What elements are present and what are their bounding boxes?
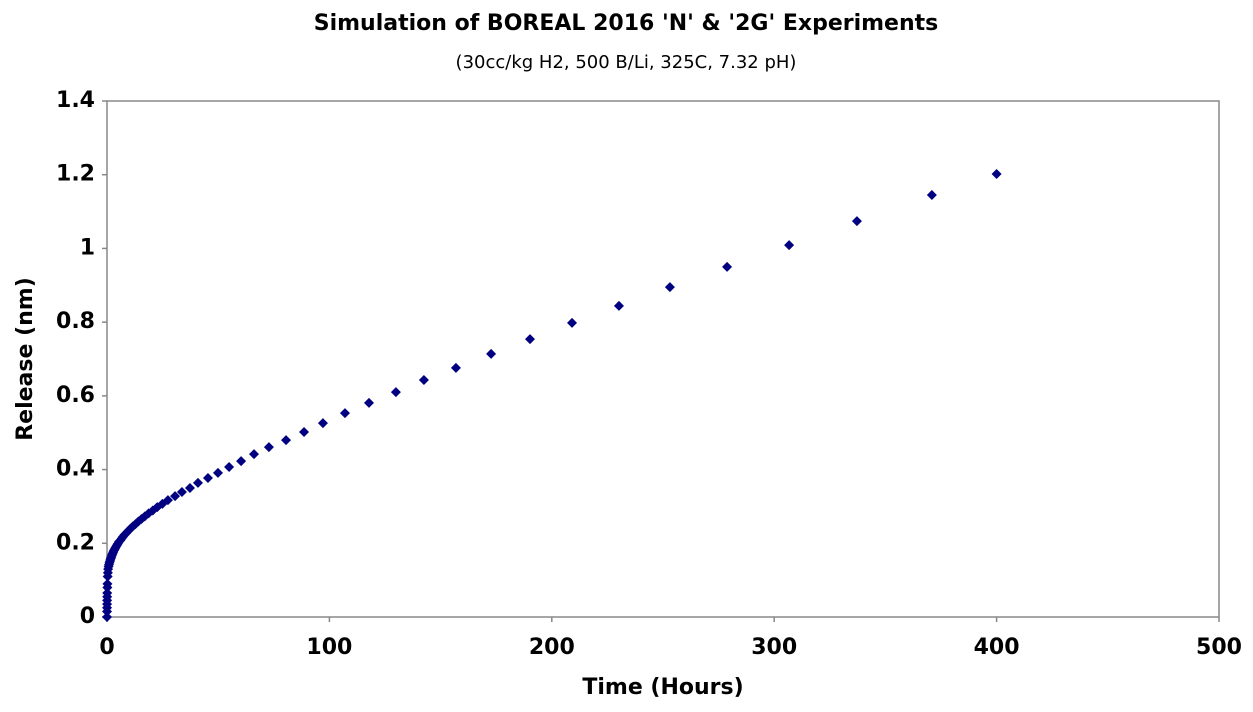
data-point bbox=[851, 216, 862, 227]
x-axis-title: Time (Hours) bbox=[582, 675, 743, 700]
x-tick-label: 100 bbox=[306, 635, 352, 660]
data-point bbox=[926, 189, 937, 200]
data-point bbox=[176, 487, 187, 498]
data-point bbox=[450, 362, 461, 373]
x-tick-label: 0 bbox=[99, 635, 114, 660]
y-tick-label: 1 bbox=[80, 235, 95, 260]
data-point bbox=[102, 571, 113, 582]
chart-subtitle: (30cc/kg H2, 500 B/Li, 325C, 7.32 pH) bbox=[456, 52, 797, 73]
chart-title: Simulation of BOREAL 2016 'N' & '2G' Exp… bbox=[314, 11, 939, 36]
data-point bbox=[236, 456, 247, 467]
data-point bbox=[525, 334, 536, 345]
data-point bbox=[224, 461, 235, 472]
data-point bbox=[249, 449, 260, 460]
y-tick-label: 1.2 bbox=[56, 162, 95, 187]
data-point bbox=[263, 442, 274, 453]
x-tick-label: 200 bbox=[529, 635, 575, 660]
data-point bbox=[212, 467, 223, 478]
data-point bbox=[722, 261, 733, 272]
x-tick-label: 300 bbox=[751, 635, 797, 660]
y-tick-label: 0 bbox=[80, 604, 95, 629]
y-tick-label: 0.2 bbox=[56, 530, 95, 555]
x-tick-label: 500 bbox=[1196, 635, 1242, 660]
data-point bbox=[202, 473, 213, 484]
data-point bbox=[664, 282, 675, 293]
data-point bbox=[192, 477, 203, 488]
y-tick-label: 0.8 bbox=[56, 309, 95, 334]
plot-area bbox=[106, 100, 1220, 618]
data-point bbox=[991, 168, 1002, 179]
data-point bbox=[339, 408, 350, 419]
data-point bbox=[102, 612, 112, 622]
data-point bbox=[784, 240, 795, 251]
data-point bbox=[170, 491, 181, 502]
data-point bbox=[281, 435, 292, 446]
data-point bbox=[613, 300, 624, 311]
data-point bbox=[390, 387, 401, 398]
y-tick-label: 1.4 bbox=[56, 88, 95, 113]
data-point bbox=[363, 397, 374, 408]
y-tick-label: 0.4 bbox=[56, 457, 95, 482]
data-point bbox=[102, 582, 113, 593]
data-point bbox=[486, 348, 497, 359]
x-tick-label: 400 bbox=[974, 635, 1020, 660]
data-point bbox=[299, 426, 310, 437]
data-point bbox=[418, 375, 429, 386]
y-axis-title: Release (nm) bbox=[13, 277, 38, 441]
y-tick-label: 0.6 bbox=[56, 383, 95, 408]
data-point bbox=[102, 606, 113, 617]
data-point bbox=[567, 317, 578, 328]
data-point bbox=[184, 483, 195, 493]
data-point bbox=[317, 418, 328, 429]
